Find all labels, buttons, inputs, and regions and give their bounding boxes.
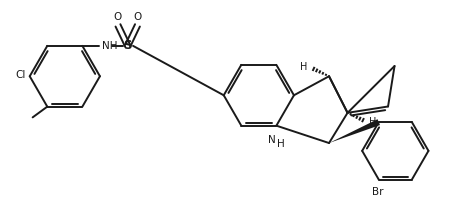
Text: N: N [267,135,275,145]
Text: S: S [123,39,132,52]
Text: O: O [114,12,122,22]
Text: H: H [300,61,307,72]
Text: H: H [277,139,285,149]
Text: O: O [133,12,142,22]
Text: Cl: Cl [15,70,26,80]
Text: Br: Br [372,187,384,197]
Text: H: H [370,117,377,127]
Polygon shape [329,119,380,143]
Text: NH: NH [103,41,118,51]
